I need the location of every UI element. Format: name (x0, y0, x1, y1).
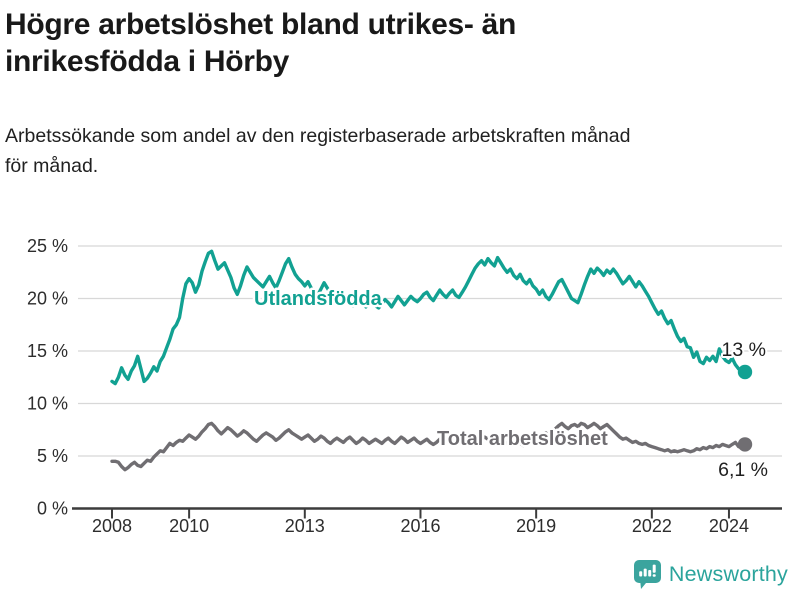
y-tick-label: 15 % (27, 341, 68, 361)
end-value-label-utlandsfodda: 13 % (722, 339, 766, 361)
newsworthy-wordmark: Newsworthy (668, 562, 788, 586)
x-tick-label: 2019 (516, 516, 556, 536)
series-line-utlandsfodda (110, 249, 747, 386)
y-tick-label: 10 % (27, 394, 68, 414)
line-chart: 0 % 5 % 10 % 15 % 20 % 25 % 2008 2010 2013 2016 20… (0, 228, 800, 558)
page-title: Högre arbetslöshet bland utrikes- än inr… (5, 6, 516, 80)
x-tick-label: 2024 (709, 516, 749, 536)
y-tick-label: 5 % (37, 446, 68, 466)
y-tick-label: 20 % (27, 289, 68, 309)
x-tick-label: 2022 (632, 516, 672, 536)
title-line-1: Högre arbetslöshet bland utrikes- än (5, 8, 516, 41)
line-chart-svg: 0 % 5 % 10 % 15 % 20 % 25 % 2008 2010 2013 2016 20… (27, 236, 782, 536)
series-end-dot-total-arbetsloshet (737, 437, 753, 452)
newsworthy-logo: Newsworthy (633, 559, 788, 590)
subtitle-line-1: Arbetssökande som andel av den registerb… (5, 125, 631, 147)
subtitle-line-2: för månad. (5, 155, 99, 177)
end-value-label-total-arbetsloshet: 6,1 % (718, 459, 768, 481)
y-tick-label: 25 % (27, 236, 68, 256)
newsworthy-speech-bubble-barchart-icon (633, 560, 661, 589)
x-tick-label: 2010 (169, 516, 209, 536)
x-tick-label: 2008 (92, 516, 132, 536)
series-label-utlandsfodda: Utlandsfödda (254, 288, 383, 310)
series-label-total-arbetsloshet: Total arbetslöshet (437, 428, 608, 450)
title-line-2: inrikesfödda i Hörby (5, 45, 290, 78)
series-line-total-arbetsloshet (110, 421, 747, 472)
x-tick-label: 2016 (400, 516, 440, 536)
x-tick-label: 2013 (285, 516, 325, 536)
chart-subtitle: Arbetssökande som andel av den registerb… (5, 121, 630, 181)
y-tick-label: 0 % (37, 499, 68, 519)
series-end-dot-utlandsfodda (737, 364, 753, 380)
